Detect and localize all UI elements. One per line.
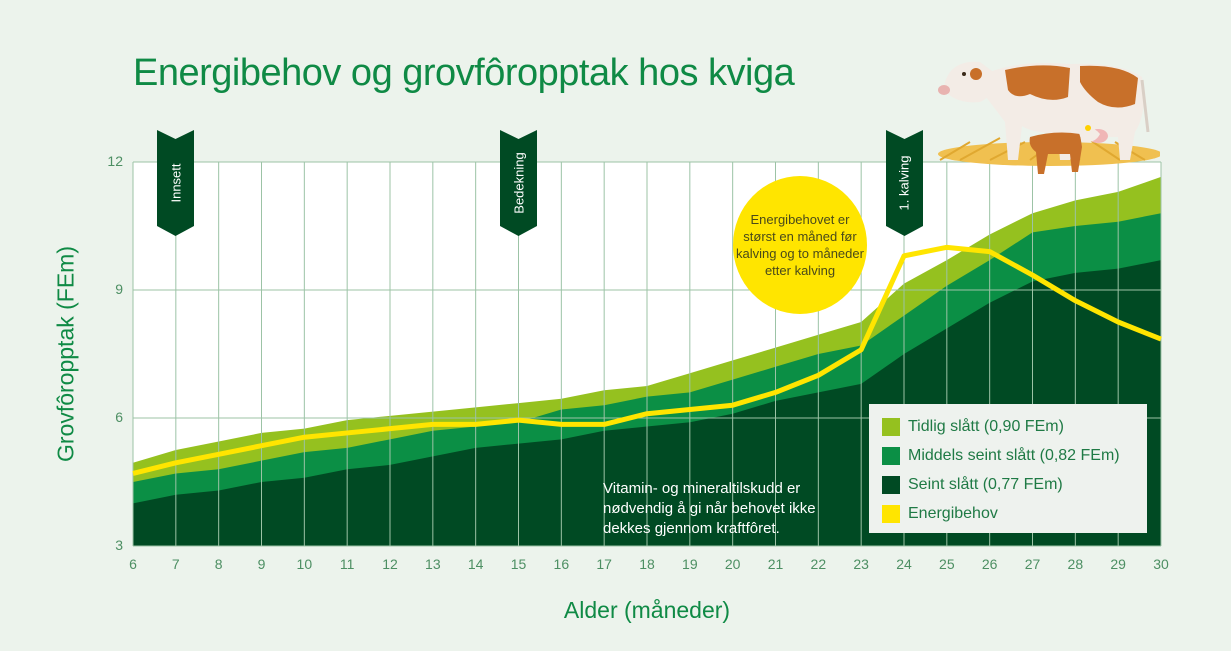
legend-label: Middels seint slått (0,82 FEm) — [908, 446, 1120, 464]
x-tick-label: 10 — [296, 556, 313, 572]
x-tick-label: 18 — [639, 556, 655, 572]
legend-swatch — [882, 446, 900, 465]
x-tick-label: 24 — [896, 556, 912, 572]
chevron-banner-icon — [500, 130, 537, 236]
energibehov-line — [132, 244, 1162, 476]
x-tick-label: 21 — [767, 556, 784, 572]
x-tick-label: 12 — [382, 556, 398, 572]
x-tick-label: 27 — [1024, 556, 1041, 572]
x-tick-label: 13 — [425, 556, 441, 572]
x-axis-label: Alder (måneder) — [563, 597, 731, 623]
x-tick-label: 28 — [1067, 556, 1084, 572]
marker-label: Bedekning — [511, 152, 526, 214]
x-tick-label: 20 — [724, 556, 741, 572]
marker-label: Innsett — [168, 163, 184, 203]
x-tick-label: 30 — [1153, 556, 1169, 572]
x-tick-label: 19 — [682, 556, 698, 572]
y-tick-label: 9 — [115, 281, 123, 297]
x-tick-label: 29 — [1110, 556, 1126, 572]
x-tick-label: 17 — [596, 556, 612, 572]
x-tick-label: 14 — [467, 556, 484, 572]
x-tick-label: 26 — [981, 556, 998, 572]
marker-innsett: Innsett — [157, 130, 195, 236]
legend-swatch — [882, 417, 900, 436]
legend-item-middels: Middels seint slått (0,82 FEm) — [882, 441, 1147, 470]
x-tick-label: 25 — [939, 556, 955, 572]
chart-title: Energibehov og grovfôropptak hos kviga — [133, 52, 795, 94]
legend-swatch — [882, 504, 900, 523]
x-tick-label: 15 — [510, 556, 527, 572]
legend-item-energibehov: Energibehov — [882, 499, 1147, 528]
cow-icon — [938, 61, 1150, 160]
energibehov-polyline — [132, 244, 1162, 476]
legend-item-tidlig: Tidlig slått (0,90 FEm) — [882, 412, 1147, 441]
x-tick-label: 23 — [853, 556, 869, 572]
x-tick-label: 8 — [214, 556, 223, 572]
legend: Tidlig slått (0,90 FEm) Middels seint sl… — [869, 404, 1147, 533]
chevron-banner-icon — [885, 130, 923, 236]
y-tick-label: 12 — [107, 153, 123, 169]
x-tick-label: 6 — [129, 556, 137, 572]
x-tick-label: 16 — [553, 556, 570, 572]
legend-label: Energibehov — [908, 504, 998, 522]
marker-1-kalving: 1. kalving — [885, 130, 923, 236]
cow-calf-illustration — [938, 61, 1160, 174]
vitamin-note: Vitamin- og mineraltilskudd er nødvendig… — [603, 480, 816, 537]
y-tick-label: 3 — [115, 537, 123, 553]
chevron-banner-icon — [157, 130, 195, 236]
x-tick-label: 9 — [257, 556, 266, 572]
x-tick-label: 11 — [339, 556, 355, 572]
calf-icon — [1029, 125, 1100, 174]
legend-label: Seint slått (0,77 FEm) — [908, 475, 1063, 493]
legend-item-seint: Seint slått (0,77 FEm) — [882, 470, 1147, 499]
x-tick-label: 7 — [171, 556, 180, 572]
legend-swatch — [882, 475, 900, 494]
x-tick-label: 22 — [810, 556, 827, 572]
marker-bedekning: Bedekning — [500, 130, 537, 236]
energy-callout: Energibehovet er størst en måned før kal… — [733, 176, 867, 314]
marker-label: 1. kalving — [896, 155, 912, 211]
y-axis-label: Grovfôropptak (FEm) — [52, 246, 79, 462]
y-tick-label: 6 — [115, 409, 123, 425]
callout-text: Energibehovet er størst en måned før kal… — [736, 212, 864, 278]
legend-label: Tidlig slått (0,90 FEm) — [908, 417, 1064, 435]
